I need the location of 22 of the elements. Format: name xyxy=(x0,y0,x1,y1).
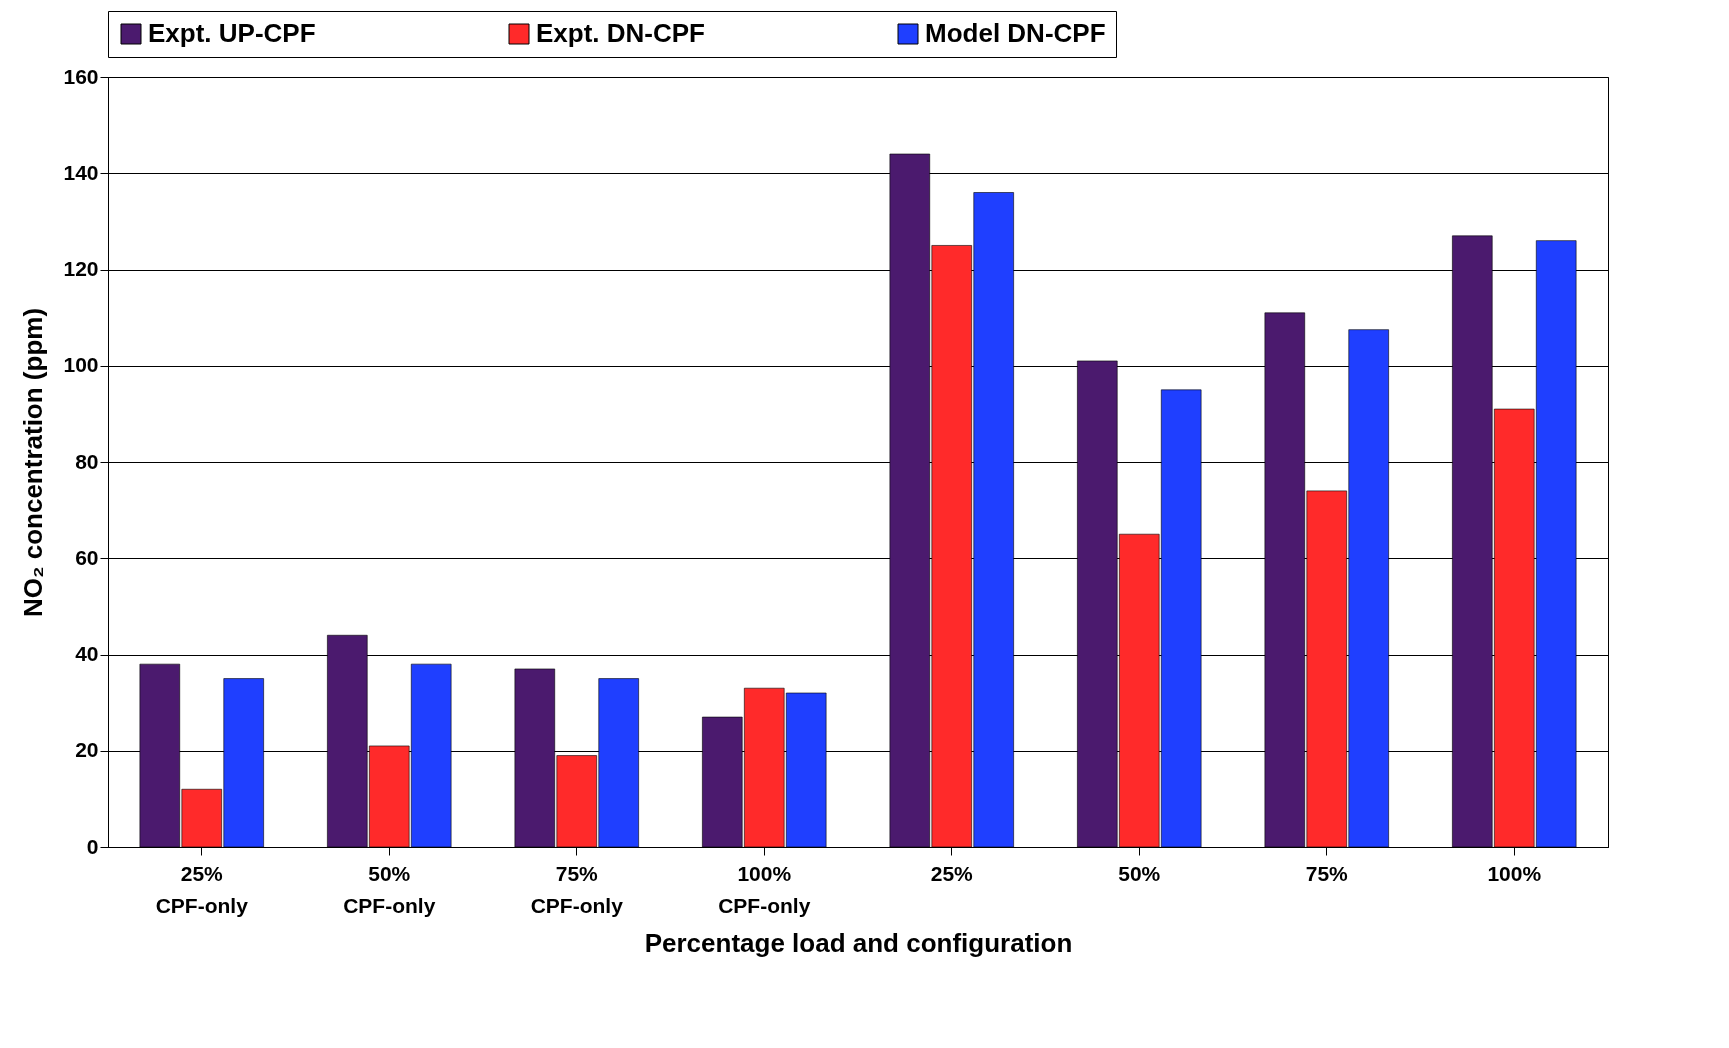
x-tick-label: 50% CPF-only xyxy=(343,861,436,917)
legend-label: Expt. UP-CPF xyxy=(148,18,316,48)
x-tick-label: 25% CPF-only xyxy=(155,861,249,917)
y-axis-title: NO₂ concentration (ppm) xyxy=(18,307,49,618)
x-tick-label: 75% xyxy=(1305,861,1349,885)
y-tick-label: 60 xyxy=(75,545,99,569)
x-tick-label: 50% xyxy=(1118,861,1161,885)
y-tick-label: 40 xyxy=(75,642,99,665)
y-tick-label: 120 xyxy=(63,257,99,280)
x-axis-title: Percentage load and configuration xyxy=(644,927,1073,958)
y-tick-label: 140 xyxy=(63,160,99,184)
legend-label: Model DN-CPF xyxy=(925,18,1106,48)
y-tick-label: 100 xyxy=(63,353,99,377)
legend-label: Expt. DN-CPF xyxy=(536,18,705,48)
x-tick-label: 100% CPF-only xyxy=(718,861,811,917)
x-tick-label: 25% xyxy=(930,861,974,885)
y-tick-label: 160 xyxy=(63,64,99,88)
y-tick-label: 80 xyxy=(75,449,99,473)
y-tick-label: 20 xyxy=(75,738,99,762)
y-tick-label: 0 xyxy=(86,834,99,858)
x-tick-label: 75% CPF-only xyxy=(530,861,624,917)
x-tick-label: 100% xyxy=(1487,861,1542,885)
